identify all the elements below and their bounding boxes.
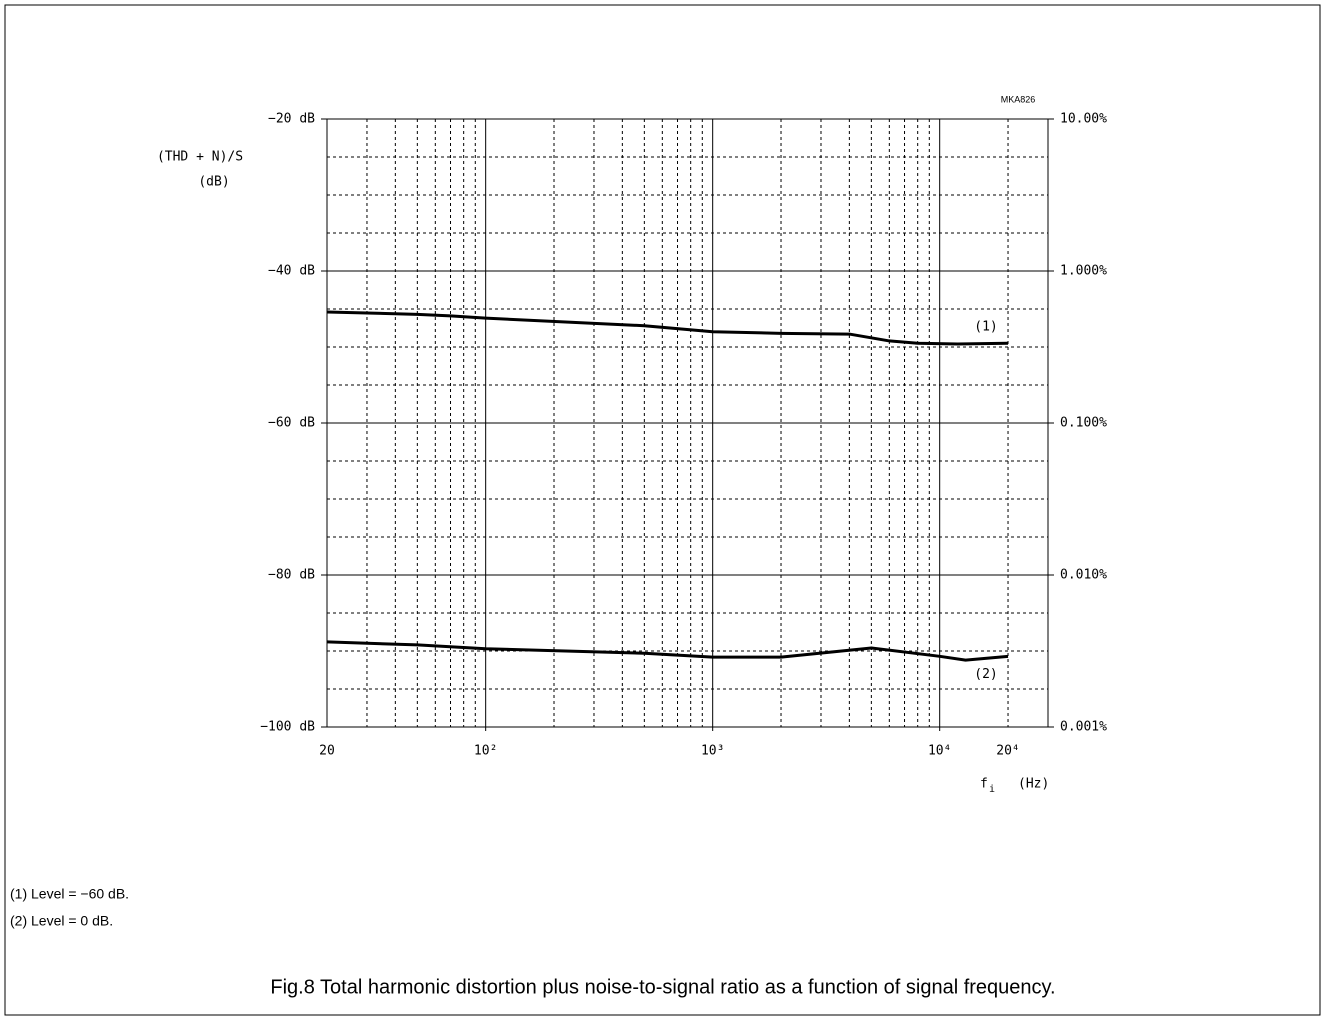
x-tick-label: 10³ [701, 744, 724, 759]
x-tick-label: 20 [319, 744, 335, 759]
figure-code: MKA826 [1001, 94, 1036, 104]
y-tick-label: −100 dB [260, 720, 315, 735]
x-tick-label: 10² [474, 744, 497, 759]
series-label: (2) [974, 667, 997, 682]
y-tick-label: −80 dB [268, 568, 315, 583]
y-axis-label: (THD + N)/S [157, 150, 243, 165]
x-axis-unit: (Hz) [1018, 777, 1049, 792]
x-axis-symbol: f [980, 777, 988, 792]
x-axis-symbol-sub: i [989, 784, 995, 795]
frame [4, 4, 1321, 1016]
note: (2) Level = 0 dB. [10, 913, 113, 929]
x-tick-label: 20⁴ [996, 744, 1019, 759]
y2-tick-label: 0.100% [1060, 416, 1107, 431]
y2-tick-label: 0.001% [1060, 720, 1107, 735]
caption: Fig.8 Total harmonic distortion plus noi… [270, 976, 1055, 998]
y2-tick-label: 1.000% [1060, 264, 1107, 279]
y-tick-label: −40 dB [268, 264, 315, 279]
y2-tick-label: 0.010% [1060, 568, 1107, 583]
data-line [326, 310, 1009, 346]
y-tick-label: −20 dB [268, 112, 315, 127]
y2-tick-label: 10.00% [1060, 112, 1107, 127]
series-label: (1) [974, 320, 997, 335]
x-tick-label: 10⁴ [928, 744, 951, 759]
note: (1) Level = −60 dB. [10, 886, 129, 902]
y-tick-label: −60 dB [268, 416, 315, 431]
data-line [326, 640, 1009, 662]
y-axis-unit: (dB) [198, 175, 229, 190]
